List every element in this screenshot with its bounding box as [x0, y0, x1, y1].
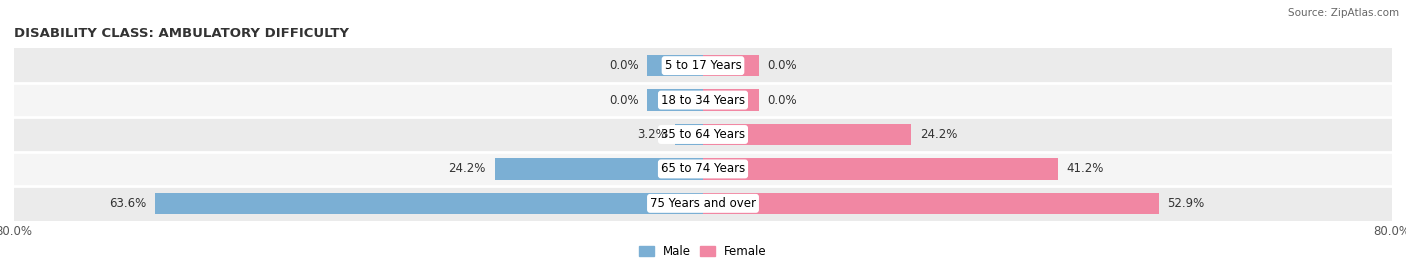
- Bar: [14, 48, 1392, 83]
- Text: 3.2%: 3.2%: [637, 128, 666, 141]
- Text: 75 Years and over: 75 Years and over: [650, 197, 756, 210]
- Bar: [703, 55, 759, 76]
- Bar: [14, 117, 1392, 152]
- Bar: [675, 124, 703, 145]
- Text: 63.6%: 63.6%: [110, 197, 146, 210]
- Text: 24.2%: 24.2%: [449, 162, 486, 175]
- Text: 52.9%: 52.9%: [1167, 197, 1205, 210]
- Bar: [14, 186, 1392, 221]
- Text: 65 to 74 Years: 65 to 74 Years: [661, 162, 745, 175]
- Bar: [155, 193, 703, 214]
- Bar: [703, 193, 1159, 214]
- Text: 18 to 34 Years: 18 to 34 Years: [661, 94, 745, 107]
- Bar: [647, 55, 703, 76]
- Bar: [703, 89, 759, 111]
- Text: DISABILITY CLASS: AMBULATORY DIFFICULTY: DISABILITY CLASS: AMBULATORY DIFFICULTY: [14, 27, 349, 40]
- Text: 0.0%: 0.0%: [768, 59, 797, 72]
- Bar: [14, 152, 1392, 186]
- Text: 0.0%: 0.0%: [768, 94, 797, 107]
- Text: 41.2%: 41.2%: [1066, 162, 1104, 175]
- Text: 0.0%: 0.0%: [609, 94, 638, 107]
- Legend: Male, Female: Male, Female: [634, 240, 772, 263]
- Bar: [14, 83, 1392, 117]
- Text: 5 to 17 Years: 5 to 17 Years: [665, 59, 741, 72]
- Text: 35 to 64 Years: 35 to 64 Years: [661, 128, 745, 141]
- Bar: [703, 158, 1057, 180]
- Text: Source: ZipAtlas.com: Source: ZipAtlas.com: [1288, 8, 1399, 18]
- Text: 24.2%: 24.2%: [920, 128, 957, 141]
- Bar: [495, 158, 703, 180]
- Bar: [647, 89, 703, 111]
- Text: 0.0%: 0.0%: [609, 59, 638, 72]
- Bar: [703, 124, 911, 145]
